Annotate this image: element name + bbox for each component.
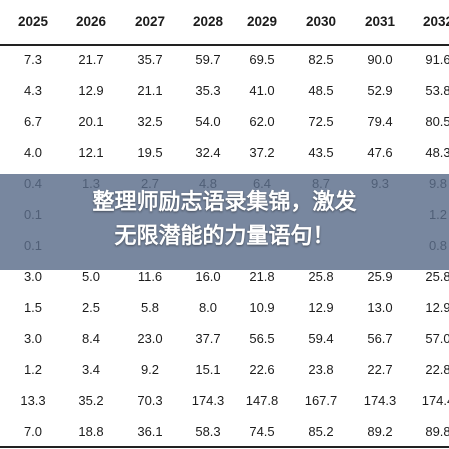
table-cell: 25.9 [367,269,393,284]
table-cell: 52.9 [367,83,393,98]
header-rule [0,44,449,46]
table-cell: 74.5 [249,424,275,439]
table-cell: 58.3 [195,424,221,439]
table-cell: 2.5 [81,300,101,315]
table-cell: 89.2 [367,424,393,439]
bottom-rule [0,446,449,448]
table-cell: 48.3 [425,145,449,160]
table-cell: 59.7 [195,52,221,67]
table-cell: 12.9 [78,83,104,98]
table-cell: 22.6 [249,362,275,377]
table-cell: 4.0 [23,145,43,160]
table-cell: 54.0 [195,114,221,129]
table-cell: 23.0 [137,331,163,346]
table-cell: 7.3 [23,52,43,67]
table-cell: 8.4 [81,331,101,346]
column-header: 2030 [305,14,337,29]
table-cell: 5.8 [140,300,160,315]
table-cell: 43.5 [308,145,334,160]
table-cell: 72.5 [308,114,334,129]
table-cell: 4.3 [23,83,43,98]
table-cell: 91.6 [425,52,449,67]
table-cell: 174.4 [421,393,449,408]
table-cell: 70.3 [137,393,163,408]
table-cell: 3.4 [81,362,101,377]
table-cell: 13.3 [20,393,46,408]
column-header: 2029 [246,14,278,29]
table-cell: 25.8 [425,269,449,284]
table-cell: 13.0 [367,300,393,315]
table-cell: 19.5 [137,145,163,160]
column-header: 2027 [134,14,166,29]
banner-title-line-1: 整理师励志语录集锦，激发 [92,190,357,215]
table-cell: 12.9 [425,300,449,315]
table-cell: 36.1 [137,424,163,439]
table-cell: 37.2 [249,145,275,160]
table-cell: 48.5 [308,83,334,98]
table-cell: 90.0 [367,52,393,67]
table-cell: 174.3 [191,393,225,408]
table-cell: 174.3 [363,393,397,408]
table-cell: 12.1 [78,145,104,160]
table-cell: 3.0 [23,269,43,284]
column-header: 2028 [192,14,224,29]
table-cell: 89.8 [425,424,449,439]
table-cell: 21.8 [249,269,275,284]
table-cell: 147.8 [245,393,279,408]
banner-title: 整理师励志语录集锦，激发 无限潜能的力量语句！ [0,186,449,254]
table-cell: 21.1 [137,83,163,98]
table-cell: 35.3 [195,83,221,98]
table-cell: 18.8 [78,424,104,439]
table-cell: 22.8 [425,362,449,377]
table-cell: 25.8 [308,269,334,284]
table-cell: 10.9 [249,300,275,315]
table-cell: 32.4 [195,145,221,160]
table-cell: 15.1 [195,362,221,377]
table-cell: 3.0 [23,331,43,346]
table-cell: 35.7 [137,52,163,67]
title-banner [0,174,449,270]
table-cell: 80.5 [425,114,449,129]
table-cell: 23.8 [308,362,334,377]
table-cell: 12.9 [308,300,334,315]
column-header: 2031 [364,14,396,29]
table-cell: 1.5 [23,300,43,315]
table-cell: 20.1 [78,114,104,129]
table-cell: 8.0 [198,300,218,315]
table-cell: 79.4 [367,114,393,129]
table-cell: 21.7 [78,52,104,67]
table-cell: 6.7 [23,114,43,129]
table-cell: 56.5 [249,331,275,346]
table-cell: 7.0 [23,424,43,439]
table-cell: 41.0 [249,83,275,98]
table-cell: 35.2 [78,393,104,408]
table-cell: 37.7 [195,331,221,346]
table-cell: 11.6 [137,269,163,284]
banner-title-line-2: 无限潜能的力量语句！ [114,224,335,249]
table-cell: 16.0 [195,269,221,284]
table-cell: 85.2 [308,424,334,439]
table-cell: 9.2 [140,362,160,377]
table-cell: 69.5 [249,52,275,67]
table-cell: 62.0 [249,114,275,129]
column-header: 2025 [17,14,49,29]
column-header: 2026 [75,14,107,29]
table-cell: 47.6 [367,145,393,160]
column-header: 2032 [422,14,449,29]
table-cell: 5.0 [81,269,101,284]
table-cell: 82.5 [308,52,334,67]
table-cell: 57.0 [425,331,449,346]
table-cell: 32.5 [137,114,163,129]
table-cell: 59.4 [308,331,334,346]
table-cell: 1.2 [23,362,43,377]
table-cell: 56.7 [367,331,393,346]
table-cell: 22.7 [367,362,393,377]
table-cell: 167.7 [304,393,338,408]
table-cell: 53.8 [425,83,449,98]
